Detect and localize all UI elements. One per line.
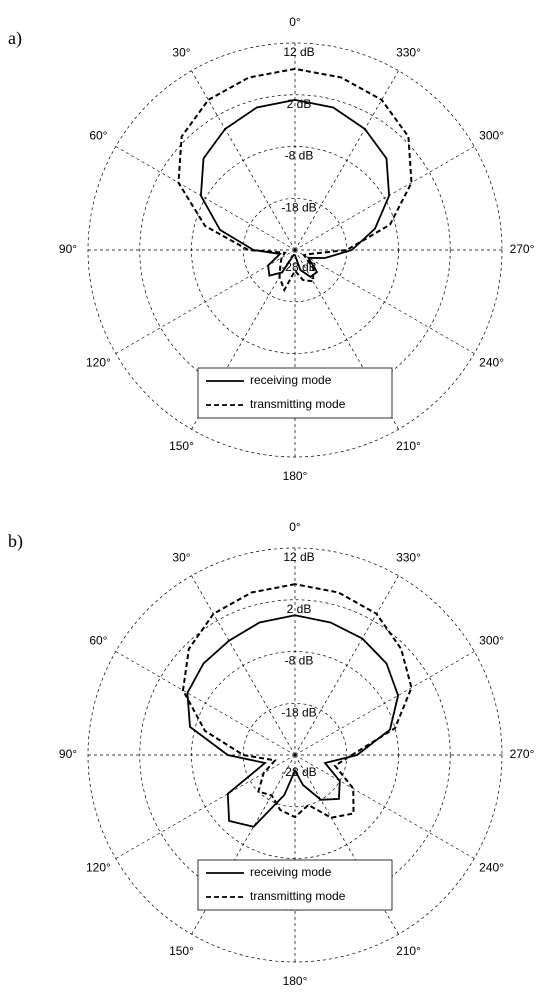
radial-label: 12 dB: [283, 550, 314, 564]
grid-spoke: [191, 249, 296, 430]
angle-label: 270°: [510, 747, 535, 761]
grid-ring: [242, 197, 348, 303]
radial-label: 2 dB: [287, 602, 312, 616]
angle-label: 60°: [89, 634, 107, 648]
radial-label: -8 dB: [285, 149, 314, 163]
legend-label: receiving mode: [250, 865, 332, 879]
polar-chart: a) 0° 30° 60° 90° 120° 150° 180° 210° 240° 270° 300…: [8, 15, 535, 483]
radial-label: -18 dB: [281, 200, 316, 214]
legend-label: transmitting mode: [250, 397, 346, 411]
radial-label: -8 dB: [285, 654, 314, 668]
polar-chart: b) 0° 30° 60° 90° 120° 150° 180° 210° 240° 270° 300…: [8, 520, 535, 988]
panel-label: b): [8, 531, 23, 552]
grid-spoke: [115, 754, 296, 859]
legend-box: [197, 367, 393, 419]
grid-spoke: [115, 146, 296, 251]
pattern-curve: [177, 67, 413, 293]
angle-label: 0°: [289, 520, 301, 534]
angle-label: 120°: [86, 861, 111, 875]
grid-spoke: [294, 651, 475, 756]
angle-label: 240°: [479, 356, 504, 370]
radial-label: -18 dB: [281, 705, 316, 719]
angle-label: 30°: [172, 46, 190, 60]
angle-label: 30°: [172, 551, 190, 565]
grid-spoke: [191, 754, 296, 935]
grid-spoke: [294, 70, 399, 251]
angle-label: 210°: [396, 944, 421, 958]
angle-label: 120°: [86, 356, 111, 370]
angle-label: 180°: [283, 469, 308, 483]
grid-spoke: [294, 249, 475, 354]
grid-spoke: [294, 575, 399, 756]
grid-spoke: [294, 754, 399, 935]
angle-label: 300°: [479, 129, 504, 143]
legend-box: [197, 859, 393, 911]
pattern-curve: [181, 583, 413, 819]
angle-label: 270°: [510, 242, 535, 256]
angle-label: 240°: [479, 861, 504, 875]
angle-label: 150°: [169, 944, 194, 958]
angle-label: 330°: [396, 46, 421, 60]
grid-spoke: [191, 575, 296, 756]
angle-label: 300°: [479, 634, 504, 648]
grid-spoke: [191, 70, 296, 251]
pattern-curve: [186, 614, 400, 828]
legend-label: receiving mode: [250, 373, 332, 387]
angle-label: 180°: [283, 974, 308, 988]
grid-ring: [242, 702, 348, 808]
angle-label: 60°: [89, 129, 107, 143]
grid-spoke: [294, 249, 399, 430]
grid-spoke: [294, 754, 475, 859]
grid-ring: [139, 599, 451, 911]
angle-label: 0°: [289, 15, 301, 29]
angle-label: 330°: [396, 551, 421, 565]
panel-label: a): [8, 28, 22, 49]
grid-ring: [139, 94, 451, 406]
grid-spoke: [115, 651, 296, 756]
grid-spoke: [115, 249, 296, 354]
angle-label: 210°: [396, 439, 421, 453]
radial-label: 2 dB: [287, 97, 312, 111]
angle-label: 150°: [169, 439, 194, 453]
pattern-curve: [199, 98, 391, 279]
grid-spoke: [294, 146, 475, 251]
angle-label: 90°: [59, 747, 77, 761]
angle-label: 90°: [59, 242, 77, 256]
radial-label: -28 dB: [281, 765, 316, 779]
legend-label: transmitting mode: [250, 889, 346, 903]
radial-label: 12 dB: [283, 45, 314, 59]
